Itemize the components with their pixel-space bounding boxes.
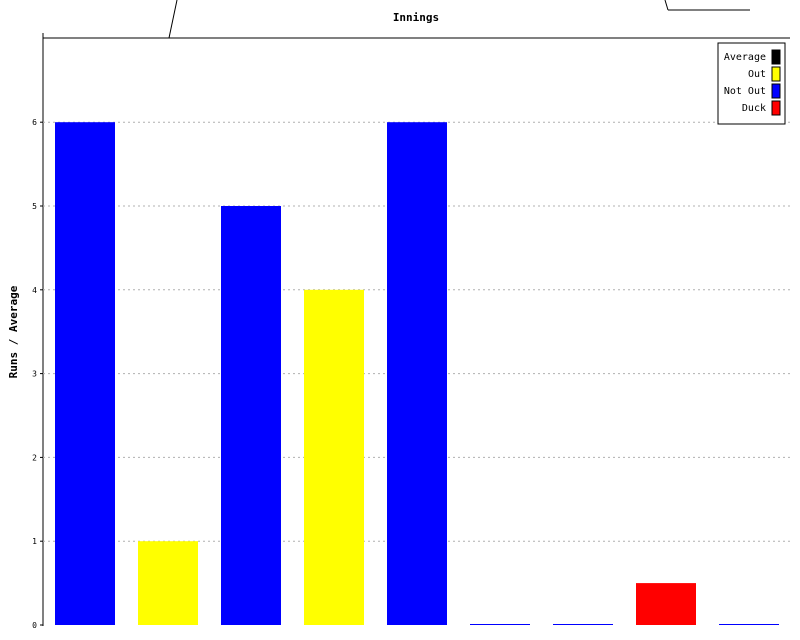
legend-swatch-out: [771, 66, 781, 82]
y-tick-label: 4: [32, 286, 37, 295]
bars: [55, 122, 779, 625]
legend-label-out: Out: [748, 69, 766, 80]
legend-label-duck: Duck: [742, 103, 766, 114]
legend-label-not-out: Not Out: [724, 86, 766, 97]
chart-title: Innings: [393, 11, 439, 24]
y-tick-label: 1: [32, 537, 37, 546]
decoration-lines: [168, 0, 750, 39]
legend-label-average: Average: [724, 52, 766, 63]
bar-5: [387, 122, 447, 625]
legend-swatch-average: [771, 49, 781, 65]
legend-swatch-duck: [771, 100, 781, 116]
bar-3: [221, 206, 281, 625]
legend: Average Out Not Out Duck: [717, 42, 786, 125]
bar-1: [55, 122, 115, 625]
bar-6: [470, 624, 530, 625]
y-tick-label: 2: [32, 453, 37, 462]
y-tick-label: 0: [32, 621, 37, 630]
bar-9: [719, 624, 779, 625]
bar-8: [636, 583, 696, 625]
y-tick-label: 3: [32, 370, 37, 379]
y-axis-label: Runs / Average: [7, 285, 20, 378]
legend-swatch-not-out: [771, 83, 781, 99]
bar-7: [553, 624, 613, 625]
y-tick-label: 5: [32, 202, 37, 211]
bar-2: [138, 541, 198, 625]
y-tick-label: 6: [32, 118, 37, 127]
y-ticks: 0 1 2 3 4 5 6: [32, 118, 43, 630]
bar-4: [304, 289, 364, 625]
